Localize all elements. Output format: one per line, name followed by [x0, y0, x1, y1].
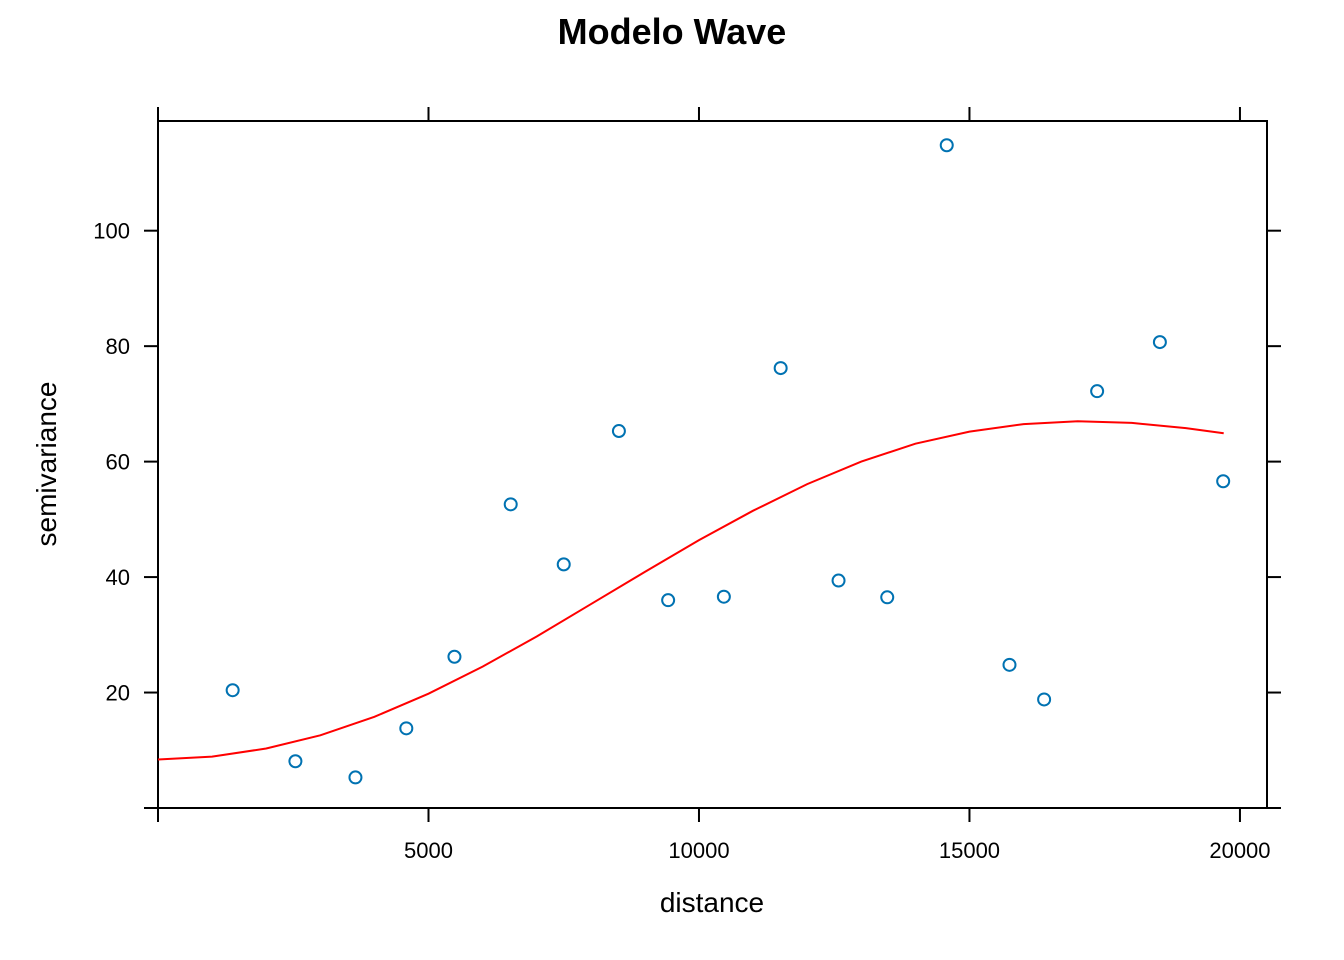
x-tick-label: 10000 — [668, 838, 729, 863]
plot-area: 5000 10000 15000 20000 20 40 60 80 100 — [93, 107, 1281, 863]
data-point — [880, 590, 895, 605]
data-point — [1090, 384, 1105, 399]
data-point — [225, 683, 240, 698]
data-point — [611, 424, 626, 439]
x-tick-label: 20000 — [1209, 838, 1270, 863]
plot-frame — [157, 120, 1268, 809]
data-point — [1152, 335, 1167, 350]
x-axis-label: distance — [660, 887, 764, 918]
x-tick-label: 15000 — [939, 838, 1000, 863]
y-axis-label: semivariance — [31, 382, 62, 547]
data-point — [773, 361, 788, 376]
data-point — [348, 770, 363, 785]
data-point — [399, 721, 414, 736]
data-point — [288, 754, 303, 769]
y-tick-label: 60 — [106, 450, 130, 475]
y-tick-label: 20 — [106, 681, 130, 706]
data-point — [556, 557, 571, 572]
data-point — [1037, 692, 1052, 707]
model-curve — [157, 420, 1224, 761]
x-tick-label: 5000 — [404, 838, 453, 863]
data-point — [716, 589, 731, 604]
data-point — [503, 497, 518, 512]
data-point — [939, 138, 954, 153]
data-point — [831, 573, 846, 588]
chart-title: Modelo Wave — [558, 11, 787, 52]
data-point — [447, 649, 462, 664]
y-tick-label: 40 — [106, 565, 130, 590]
data-point — [1002, 657, 1017, 672]
data-point — [1216, 474, 1231, 489]
y-tick-label: 100 — [93, 219, 130, 244]
data-point — [661, 593, 676, 608]
y-tick-label: 80 — [106, 334, 130, 359]
